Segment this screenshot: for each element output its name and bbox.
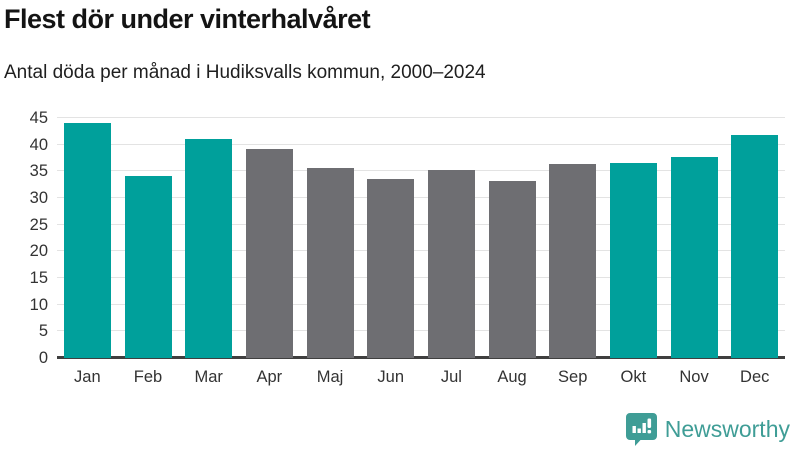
bar-slot-jul	[421, 118, 482, 358]
bar-apr	[245, 148, 293, 358]
y-tick-label: 30	[29, 189, 48, 207]
bar-slot-aug	[482, 118, 543, 358]
x-axis-line	[57, 356, 785, 359]
bar-slot-sep	[542, 118, 603, 358]
bar-slot-dec	[724, 118, 785, 358]
bar-jul	[427, 169, 475, 358]
y-tick-label: 40	[29, 135, 48, 154]
y-tick-label: 35	[29, 162, 48, 181]
gridline	[57, 330, 785, 332]
gridline	[57, 197, 785, 198]
bar-jan	[63, 123, 111, 358]
chart-title: Flest dör under vinterhalvåret	[4, 4, 371, 34]
bar-slot-apr	[239, 118, 300, 358]
gridline	[57, 277, 785, 278]
y-axis: 0 5 10 15 20 25 30 35 40 45	[0, 109, 48, 367]
bar-slot-nov	[664, 118, 725, 358]
x-tick-label-jul: Jul	[440, 368, 462, 386]
bar-nov	[670, 156, 718, 358]
bar-slot-jan	[57, 118, 118, 358]
bar-okt	[609, 163, 657, 358]
x-tick-label-sep: Sep	[558, 368, 588, 386]
x-axis: Jan Feb Mar Apr Maj Jun Jul Aug Sep Okt Nov Dec	[57, 368, 785, 387]
newsworthy-logo-icon	[625, 413, 657, 446]
y-tick-label: 10	[29, 295, 48, 314]
bar-slot-mar	[178, 118, 239, 358]
x-tick-label-mar: Mar	[194, 368, 223, 386]
y-tick-label: 5	[38, 322, 48, 341]
x-tick-label-maj: Maj	[316, 368, 344, 386]
bar-chart-plot-area	[57, 117, 785, 359]
bar-jun	[367, 178, 415, 358]
bar-sep	[549, 164, 597, 358]
y-tick-label: 0	[38, 349, 48, 367]
chart-subtitle: Antal döda per månad i Hudiksvalls kommu…	[4, 62, 486, 83]
x-tick-label-aug: Aug	[497, 368, 527, 386]
y-tick-label: 25	[29, 215, 48, 234]
bar-mar	[185, 139, 233, 358]
bars-row	[57, 118, 785, 358]
x-tick-label-apr: Apr	[256, 368, 283, 386]
bar-feb	[124, 176, 172, 358]
newsworthy-logo-text: Newsworthy	[664, 415, 790, 442]
bar-slot-maj	[300, 118, 361, 358]
gridline	[57, 223, 785, 225]
x-tick-label-jan: Jan	[74, 368, 101, 386]
bar-slot-okt	[603, 118, 664, 358]
x-tick-label-dec: Dec	[740, 368, 770, 386]
gridline	[57, 303, 785, 305]
bar-slot-feb	[118, 118, 179, 358]
gridline	[57, 250, 785, 252]
x-tick-label-okt: Okt	[620, 368, 647, 386]
bar-maj	[306, 168, 354, 358]
gridline	[57, 117, 785, 118]
newsworthy-logo[interactable]: Newsworthy	[625, 412, 790, 446]
x-tick-label-feb: Feb	[133, 368, 163, 386]
y-tick-label: 15	[29, 269, 48, 287]
bar-slot-jun	[360, 118, 421, 358]
bar-dec	[731, 135, 779, 358]
gridline	[57, 143, 785, 145]
y-tick-label: 20	[29, 242, 48, 261]
x-tick-label-nov: Nov	[679, 368, 709, 386]
gridline	[57, 170, 785, 172]
bar-aug	[488, 180, 536, 358]
y-tick-label: 45	[29, 109, 48, 127]
x-tick-label-jun: Jun	[377, 368, 404, 386]
